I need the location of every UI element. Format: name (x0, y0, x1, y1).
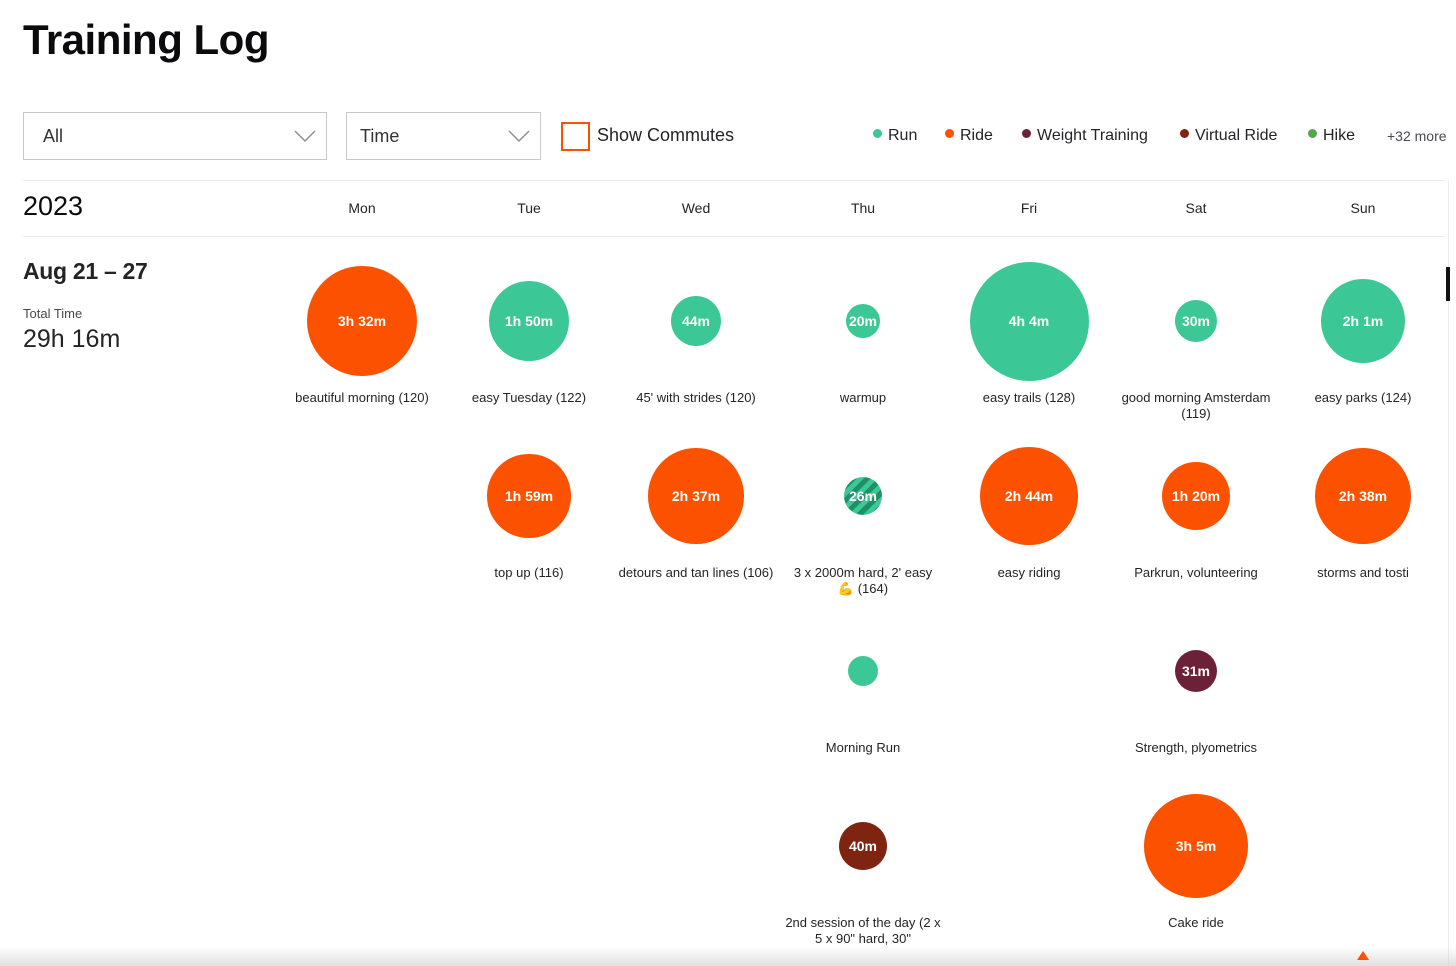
activity-name[interactable]: Parkrun, volunteering (1134, 565, 1258, 580)
legend-more-link[interactable]: +32 more (1387, 128, 1447, 144)
activity-bubble[interactable]: 2h 44m (980, 447, 1078, 545)
metric-select[interactable]: Time (346, 112, 541, 160)
activity-bubble[interactable]: 30m (1175, 300, 1217, 342)
run-dot-icon (873, 129, 882, 138)
year-label: 2023 (23, 191, 84, 221)
activity-name[interactable]: warmup (839, 390, 887, 405)
weight-training-dot-icon (1022, 129, 1031, 138)
total-time-label: Total Time (23, 306, 83, 321)
chevron-down-icon (294, 130, 316, 143)
activity-name[interactable]: storms and tosti (1317, 565, 1409, 580)
legend-item-label: Ride (960, 127, 993, 144)
show-commutes-label[interactable]: Show Commutes (597, 125, 735, 145)
triangle-up-icon (1357, 951, 1369, 960)
legend-item-ride[interactable]: Ride (945, 127, 993, 147)
activity-bubble[interactable]: 2h 37m (648, 448, 744, 544)
chevron-down-icon (508, 130, 530, 143)
scroll-position-marker[interactable] (1446, 267, 1450, 301)
ride-dot-icon (945, 129, 954, 138)
day-header-wed: Wed (681, 200, 711, 216)
activity-type-select[interactable]: All (23, 112, 327, 160)
week-range: Aug 21 – 27 (23, 258, 148, 284)
activity-bubble[interactable]: 20m (845, 303, 881, 339)
activity-name[interactable]: good morning Amsterdam (119) (1121, 390, 1271, 421)
activity-bubble[interactable]: 1h 50m (489, 281, 569, 361)
activity-name[interactable]: easy parks (124) (1314, 390, 1412, 405)
activity-name[interactable]: beautiful morning (120) (295, 390, 429, 405)
page-title: Training Log (23, 16, 269, 63)
legend-item-label: Virtual Ride (1195, 127, 1278, 144)
day-header-sun: Sun (1350, 200, 1376, 216)
legend-item-weight-training[interactable]: Weight Training (1022, 127, 1148, 147)
filter-bar: All Time Show Commutes Run Ride Weight T… (23, 112, 1448, 160)
activity-name[interactable]: Cake ride (1168, 915, 1224, 930)
activity-bubble[interactable]: 1h 20m (1161, 461, 1231, 531)
activity-bubble[interactable]: 2h 38m (1315, 448, 1411, 544)
divider (23, 180, 1445, 181)
activity-name[interactable]: detours and tan lines (106) (618, 565, 774, 580)
activity-name[interactable]: easy Tuesday (122) (471, 390, 587, 405)
bottom-fade (0, 946, 1456, 966)
activity-bubble[interactable]: 26m (843, 476, 883, 516)
activity-bubble[interactable]: 31m (1174, 649, 1218, 693)
legend-item-hike[interactable]: Hike (1308, 127, 1355, 147)
activity-name[interactable]: 45' with strides (120) (636, 390, 756, 405)
activity-bubble[interactable]: 2h 1m (1321, 279, 1405, 363)
activity-name[interactable]: top up (116) (494, 565, 564, 580)
legend-item-label: Weight Training (1037, 127, 1148, 144)
activity-bubble[interactable]: 44m (670, 295, 722, 347)
show-commutes-checkbox[interactable] (561, 122, 590, 151)
day-header-mon: Mon (348, 200, 376, 216)
virtual-ride-dot-icon (1180, 129, 1189, 138)
day-header-fri: Fri (1020, 200, 1038, 216)
activity-name[interactable]: Strength, plyometrics (1134, 740, 1258, 755)
legend-item-label: Run (888, 127, 918, 144)
activity-bubble[interactable] (848, 656, 878, 686)
legend: Run Ride Weight Training Virtual Ride Hi… (23, 127, 1448, 147)
day-header-sat: Sat (1185, 200, 1207, 216)
day-header-tue: Tue (517, 200, 541, 216)
scroll-rail (1448, 180, 1449, 966)
activity-bubble[interactable]: 40m (838, 821, 888, 871)
legend-item-label: Hike (1323, 127, 1356, 144)
activity-type-select-value: All (43, 126, 64, 146)
divider (23, 236, 1445, 237)
activity-name[interactable]: 2nd session of the day (2 x 5 x 90" hard… (785, 915, 941, 946)
activity-bubble[interactable]: 4h 4m (969, 261, 1089, 381)
activity-name[interactable]: 3 x 2000m hard, 2' easy 💪 (164) (793, 565, 933, 596)
legend-item-virtual-ride[interactable]: Virtual Ride (1180, 127, 1277, 147)
activity-bubble[interactable]: 3h 32m (306, 265, 418, 377)
activity-name[interactable]: easy trails (128) (982, 390, 1076, 405)
activity-name[interactable]: easy riding (997, 565, 1061, 580)
activity-name[interactable]: Morning Run (825, 740, 901, 755)
legend-item-run[interactable]: Run (873, 127, 917, 147)
activity-bubble[interactable]: 1h 59m (487, 454, 571, 538)
activity-bubble[interactable]: 3h 5m (1144, 794, 1248, 898)
metric-select-value: Time (360, 126, 400, 146)
hike-dot-icon (1308, 129, 1317, 138)
total-time-value: 29h 16m (23, 325, 121, 353)
day-header-thu: Thu (850, 200, 876, 216)
